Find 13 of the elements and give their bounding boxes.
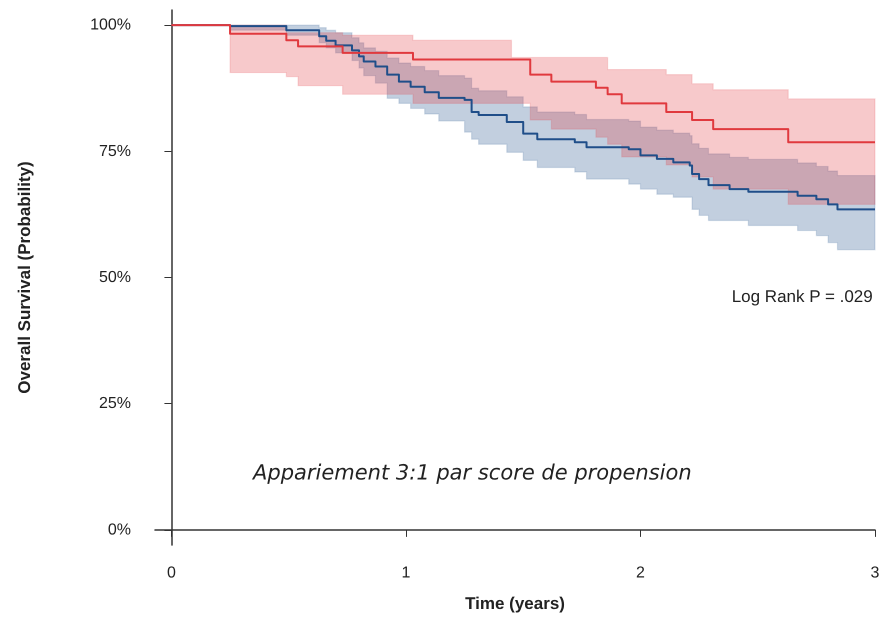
y-tick-label: 100% [90,16,131,34]
x-tick-label: 0 [166,564,176,582]
x-tick-label: 2 [636,564,646,582]
x-axis-title: Time (years) [465,594,565,613]
y-tick-label: 0% [108,521,131,538]
x-tick-label: 3 [870,564,880,582]
y-tick-label: 25% [98,395,131,412]
y-tick-label: 75% [98,142,131,160]
annotation: Appariement 3:1 par score de propension [251,460,692,484]
y-tick-label: 50% [98,269,131,286]
x-tick-label: 1 [401,564,410,582]
y-axis-title: Overall Survival (Probability) [15,161,34,394]
annotation: Log Rank P = .029 [732,287,873,306]
